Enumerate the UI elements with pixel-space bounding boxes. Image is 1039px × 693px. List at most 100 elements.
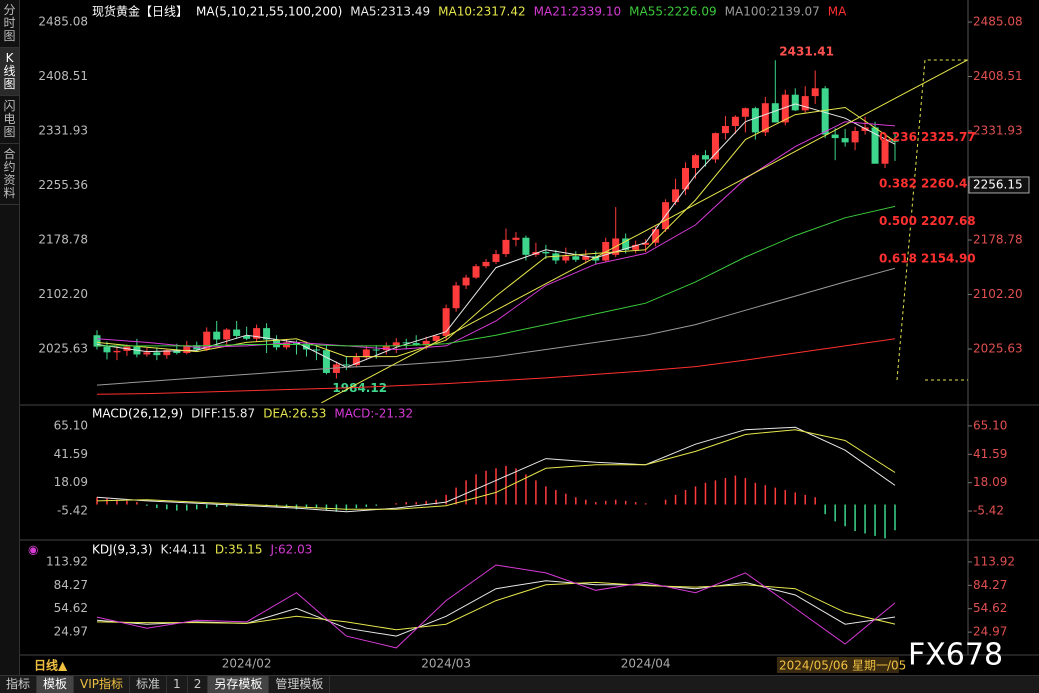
tab[interactable]: 分时图 [0,0,19,48]
cursor-date: 2024/05/06 星期一 [779,659,888,673]
candle-body [482,261,490,267]
candle-body [811,88,819,97]
macd-bar [814,497,816,505]
tab[interactable]: K线图 [0,48,19,96]
macd-bar [525,474,527,505]
candle-body [861,127,869,131]
macd-bar [565,493,567,505]
legend-entry: J:62.03 [269,543,312,557]
macd-bar [245,504,248,506]
candle-body [502,239,510,255]
candle-body [721,126,729,134]
macd-bar [365,504,368,507]
legend-entry: MA21:2339.10 [534,5,622,19]
tool-button[interactable]: 2 [188,676,209,693]
macd-bar [884,504,886,539]
y-tick-label: 2025.63 [38,342,88,356]
watermark: FX678 [908,638,1003,673]
macd-bar [146,504,148,506]
macd-bar [704,482,707,505]
ma-line [96,106,896,358]
macd-bar [854,504,856,532]
macd-bar [205,504,208,509]
macd-bar [315,504,318,509]
x-tick-label: 2024/03 [421,657,471,671]
period-label[interactable]: 日线▲ [34,658,68,673]
y-tick-label: 2255.36 [38,178,88,192]
macd-bar [435,499,437,505]
candle-body [711,133,719,160]
x-tick-label: 2024/04 [621,657,671,671]
candle-body [452,285,460,309]
candle-body [592,256,600,261]
macd-bar [724,477,727,505]
tool-button[interactable]: 1 [167,676,188,693]
settings-icon[interactable]: ◉ [28,543,38,557]
candle-body [682,167,690,190]
macd-line [96,426,896,513]
candle-body [382,345,390,351]
macd-bar [136,502,138,505]
tool-button[interactable]: 模板 [37,676,75,693]
macd-bar [166,504,168,510]
macd-bar [186,504,188,511]
tool-button[interactable]: 指标 [0,676,38,693]
legend-entry: D:35.15 [215,543,263,557]
fib-price: 2207.68 [921,214,976,228]
candle-body [851,130,859,143]
y-tick-label: 2485.08 [38,15,88,29]
macd-bar [455,487,457,505]
tool-button[interactable]: 另存模板 [208,676,270,693]
macd-bar [485,470,487,505]
tab[interactable]: 闪电图 [0,96,19,144]
fib-ratio: 0.382 [879,176,917,190]
candle-body [672,189,680,203]
macd-bar [555,490,557,505]
candle-body [183,345,191,354]
candle-body [781,94,789,123]
macd-bar [545,486,547,505]
candle-body [761,103,769,133]
candle-body [223,329,231,340]
candle-body [253,328,261,339]
y-tick-label: 18.09 [54,475,88,489]
macd-bar [744,477,747,505]
ma-line [96,121,896,351]
y-tick-label: 24.97 [54,625,88,639]
candle-body [213,331,221,340]
candle-body [372,349,380,351]
tool-button[interactable]: 标准 [130,676,168,693]
macd-bar [674,494,677,505]
legend-entry: 现货黄金【日线】 [92,4,188,19]
macd-bar [794,492,796,505]
candle-body [841,138,849,143]
macd-bar [515,468,517,505]
y-tick-label-right: 2178.78 [973,233,1023,247]
legend-entry: DEA:26.53 [263,407,326,421]
legend-entry: MA5:2313.49 [350,5,430,19]
macd-bar [196,504,198,510]
candle-body [801,96,809,111]
macd-bar [585,499,587,505]
ma-line [96,103,896,368]
candle-body [791,94,799,111]
fib-frame [896,59,968,381]
macd-bar [694,486,697,505]
legend-entry: MA [828,5,847,19]
tool-button[interactable]: VIP指标 [74,676,131,693]
macd-bar [624,500,627,505]
candle-body [881,139,889,164]
tool-button[interactable]: 管理模板 [269,676,331,693]
macd-bar [495,468,497,505]
candle-body [602,242,610,261]
y-tick-label-right: 113.92 [973,554,1015,568]
y-tick-label-right: 24.97 [973,625,1007,639]
macd-bar [804,494,806,505]
y-tick-label: 2408.51 [38,69,88,83]
chart: 日线▲ 2024/05/06 星期一 /05 FX678 ◉ 2485.08 24… [20,0,1039,673]
candle-body [103,346,111,353]
macd-bar [116,499,118,505]
tab[interactable]: 合约资料 [0,144,19,205]
candle-body [322,350,330,373]
candle-body [342,364,350,366]
